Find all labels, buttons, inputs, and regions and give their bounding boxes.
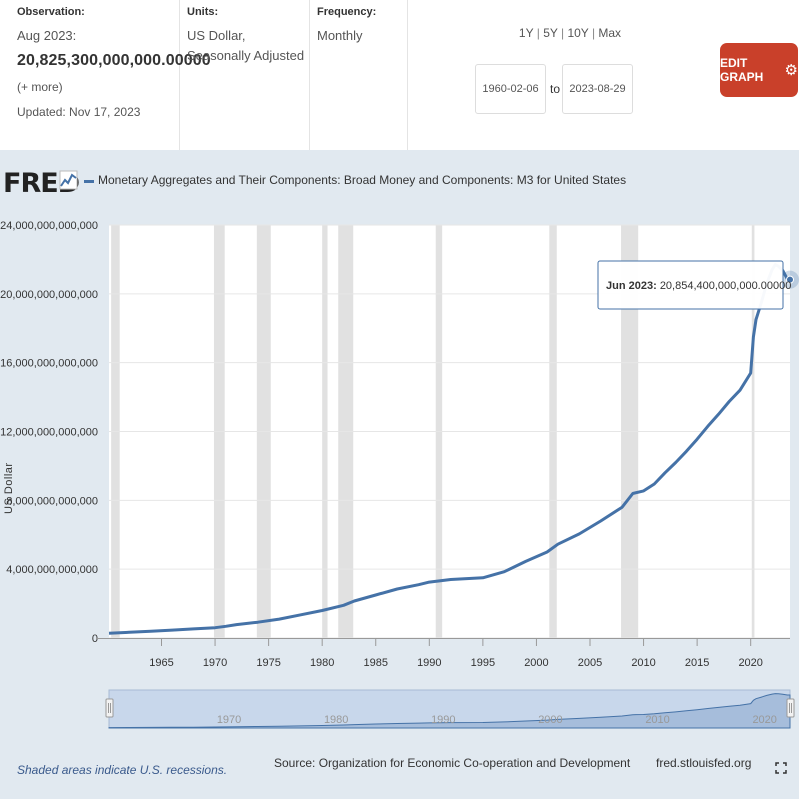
x-tick-label: 1990 [417, 657, 441, 669]
updated-date: Updated: Nov 17, 2023 [17, 105, 141, 119]
x-tick-label: 2005 [578, 657, 602, 669]
edit-graph-label: EDIT GRAPH [720, 56, 764, 84]
frequency-panel: Frequency: Monthly [310, 0, 408, 150]
hover-point[interactable] [786, 275, 794, 284]
y-tick-label: 4,000,000,000,000 [6, 564, 98, 576]
tooltip-value: 20,854,400,000,000.00000 [660, 280, 792, 292]
x-tick-label: 1965 [149, 657, 173, 669]
range-5y-button[interactable]: 5Y [543, 26, 558, 40]
x-tick-label: 1975 [256, 657, 280, 669]
series-header: Observation: Aug 2023: 20,825,300,000,00… [0, 0, 799, 150]
gear-icon: ⚙ [784, 61, 798, 79]
y-tick-label: 16,000,000,000,000 [0, 358, 98, 370]
y-tick-label: 0 [92, 633, 98, 645]
end-date-input[interactable]: 2023-08-29 [562, 64, 633, 114]
x-tick-label: 2010 [631, 657, 655, 669]
chart-panel: FRED Monetary Aggregates and Their Compo… [0, 150, 799, 799]
navigator-tick-label: 2020 [752, 714, 776, 726]
units-panel: Units: US Dollar, Seasonally Adjusted [180, 0, 310, 150]
x-tick-label: 1980 [310, 657, 334, 669]
navigator-tick-label: 2010 [645, 714, 669, 726]
observation-panel: Observation: Aug 2023: 20,825,300,000,00… [0, 0, 211, 150]
date-to-label: to [550, 82, 561, 96]
more-observations-link[interactable]: (+ more) [17, 80, 63, 94]
observation-date: Aug 2023: [17, 28, 77, 43]
frequency-value: Monthly [317, 28, 363, 43]
range-10y-button[interactable]: 10Y [567, 26, 589, 40]
fullscreen-icon[interactable] [775, 762, 787, 774]
navigator-tick-label: 2000 [538, 714, 562, 726]
recession-note: Shaded areas indicate U.S. recessions. [17, 763, 228, 777]
tooltip-date: Jun 2023: [606, 280, 660, 292]
x-tick-label: 2015 [685, 657, 709, 669]
edit-graph-button[interactable]: EDIT GRAPH ⚙ [720, 43, 798, 97]
range-max-button[interactable]: Max [598, 26, 622, 40]
start-date-input[interactable]: 1960-02-06 [475, 64, 546, 114]
legend-series-label[interactable]: Monetary Aggregates and Their Components… [98, 173, 627, 187]
navigator-series-area [108, 693, 791, 729]
navigator-tick-label: 1970 [217, 714, 241, 726]
tooltip-text: Jun 2023: 20,854,400,000,000.00000 [606, 280, 791, 292]
units-label: Units: [187, 6, 219, 18]
tooltip-box [597, 260, 784, 310]
navigator-left-handle[interactable] [105, 698, 114, 718]
x-tick-label: 1995 [471, 657, 495, 669]
x-tick-label: 2020 [738, 657, 762, 669]
x-tick-label: 1970 [203, 657, 227, 669]
y-tick-label: 12,000,000,000,000 [0, 427, 98, 439]
data-source: Source: Organization for Economic Co-ope… [274, 756, 631, 770]
navigator-tick-label: 1990 [431, 714, 455, 726]
y-tick-label: 8,000,000,000,000 [6, 495, 98, 507]
x-tick-label: 1985 [364, 657, 388, 669]
y-tick-label: 24,000,000,000,000 [0, 220, 98, 232]
navigator-right-handle[interactable] [786, 698, 795, 718]
chart-canvas: 0 4,000,000,000,000 8,000,000,000,000 12,00… [0, 220, 799, 729]
x-tick-label: 2000 [524, 657, 548, 669]
units-value-line2: Seasonally Adjusted [187, 48, 305, 63]
units-value-line1: US Dollar, [187, 28, 246, 43]
range-1y-button[interactable]: 1Y [518, 26, 534, 40]
fred-url-link[interactable]: fred.stlouisfed.org [656, 756, 752, 770]
series-line-m3 [108, 263, 791, 635]
legend-series-swatch [84, 180, 94, 183]
observation-value: 20,825,300,000,000.00000 [17, 52, 211, 69]
navigator-tick-label: 1980 [324, 714, 348, 726]
fred-chart-icon [59, 170, 78, 190]
frequency-label: Frequency: [317, 6, 377, 18]
y-tick-label: 20,000,000,000,000 [0, 289, 98, 301]
observation-label: Observation: [17, 6, 85, 18]
date-range-shortcuts: 1Y | 5Y | 10Y | Max [518, 26, 622, 40]
